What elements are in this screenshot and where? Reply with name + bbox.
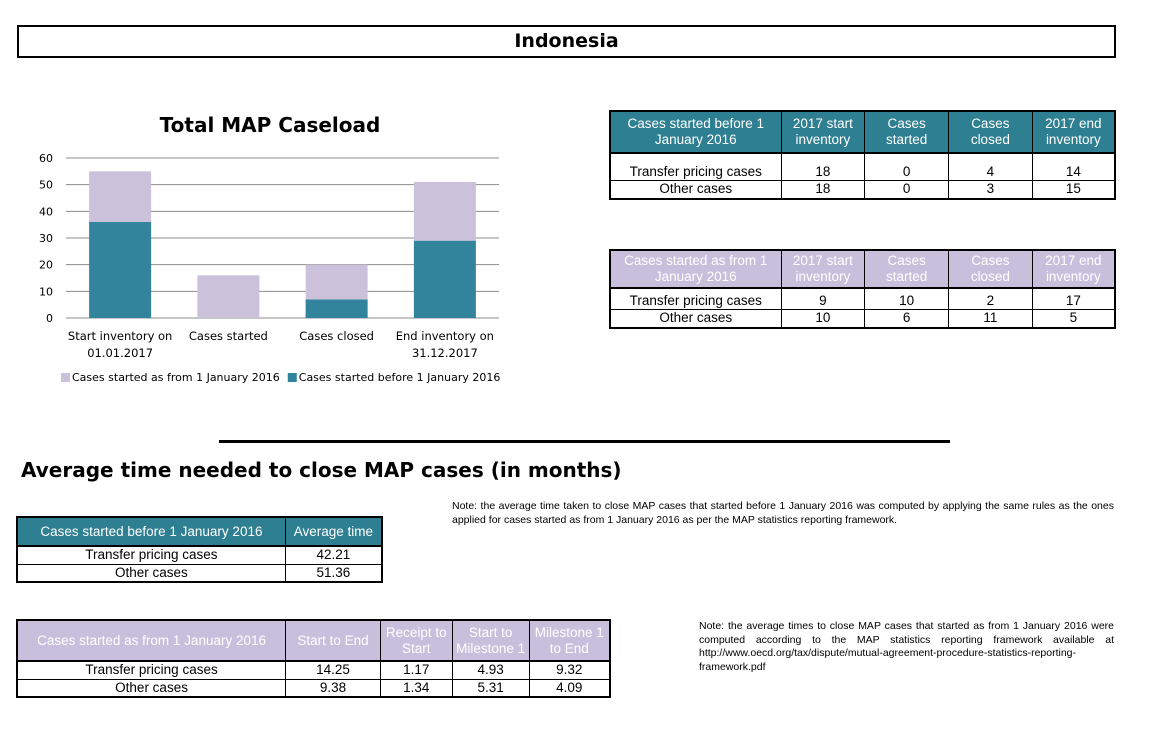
x-tick-label: Cases started (189, 329, 268, 343)
header-average-time: Average time (284, 516, 383, 547)
cell: 14 (1031, 153, 1116, 181)
cell: 4 (948, 153, 1033, 181)
bar (89, 222, 152, 318)
cell: 42.21 (284, 546, 383, 565)
cell: 5.31 (451, 679, 530, 698)
y-tick-label: 40 (39, 205, 53, 218)
table-row: Transfer pricing cases 9 10 2 17 (609, 288, 1116, 310)
header-receipt-to-start: Receipt to Start (379, 619, 453, 662)
cell: 15 (1031, 180, 1116, 199)
cell: 5 (1031, 309, 1116, 328)
table-row: Other cases 18 0 3 15 (609, 180, 1116, 199)
table-row: Other cases 51.36 (16, 564, 383, 583)
legend-swatch (287, 373, 297, 382)
header-category: Cases started as from 1 January 2016 (609, 249, 782, 289)
cell: 1.34 (379, 679, 453, 698)
cell: 10 (864, 288, 949, 310)
table-row: Other cases 10 6 11 5 (609, 309, 1116, 328)
y-tick-label: 60 (39, 152, 53, 165)
header-start-to-end: Start to End (285, 619, 381, 662)
table-after-2016: Cases started as from 1 January 2016 201… (609, 249, 1116, 329)
legend-swatch (61, 373, 70, 382)
cell: 4.93 (451, 661, 530, 680)
x-tick-label: End inventory on 31.12.2017 (396, 329, 494, 360)
header-start-to-milestone: Start to Milestone 1 (451, 619, 530, 662)
cell: 18 (780, 153, 866, 181)
header-cases-started: Cases started (864, 110, 949, 154)
y-tick-label: 50 (39, 179, 53, 192)
caseload-chart: 0 10 20 30 40 50 60 Start inventory on 01.01.201… (39, 152, 501, 384)
table-row: Transfer pricing cases 14.25 1.17 4.93 9… (16, 661, 611, 680)
legend-label: Cases started before 1 January 2016 (299, 371, 501, 384)
header-category: Cases started as from 1 January 2016 (16, 619, 287, 662)
x-tick-label: Start inventory on 01.01.2017 (68, 329, 172, 360)
y-tick-label: 10 (39, 285, 53, 298)
header-cases-started: Cases started (864, 249, 949, 289)
y-tick-label: 30 (39, 232, 53, 245)
header-category: Cases started before 1 January 2016 (609, 110, 782, 154)
y-tick-label: 0 (46, 312, 53, 325)
header-cases-closed: Cases closed (948, 249, 1033, 289)
avg-time-title: Average time needed to close MAP cases (… (21, 458, 622, 482)
cell: 11 (948, 309, 1033, 328)
header-milestone-to-end: Milestone 1 to End (528, 619, 611, 662)
cell: 9.32 (528, 661, 611, 680)
cell: 9 (780, 288, 866, 310)
table-before-2016: Cases started before 1 January 2016 2017… (609, 110, 1116, 200)
cell: 4.09 (528, 679, 611, 698)
bar (89, 171, 152, 222)
bar (413, 240, 476, 318)
bar (305, 299, 368, 318)
cell: 6 (864, 309, 949, 328)
cell: 1.17 (379, 661, 453, 680)
cell: 2 (948, 288, 1033, 310)
table-row: Other cases 9.38 1.34 5.31 4.09 (16, 679, 611, 698)
row-label: Transfer pricing cases (16, 546, 286, 565)
row-label: Other cases (16, 564, 286, 583)
cell: 14.25 (285, 661, 381, 680)
table-row: Transfer pricing cases 42.21 (16, 546, 383, 565)
header-end-inventory: 2017 end inventory (1031, 110, 1116, 154)
section-divider (219, 440, 950, 443)
note-after-2016: Note: the average times to close MAP cas… (699, 620, 1114, 673)
row-label: Other cases (609, 309, 782, 328)
bar (305, 264, 368, 300)
cell: 51.36 (284, 564, 383, 583)
header-category: Cases started before 1 January 2016 (16, 516, 286, 547)
x-tick-label: Cases closed (299, 329, 374, 343)
cell: 18 (780, 180, 866, 199)
header-cases-closed: Cases closed (948, 110, 1033, 154)
header-start-inventory: 2017 start inventory (780, 110, 866, 154)
table-row: Transfer pricing cases 18 0 4 14 (609, 153, 1116, 181)
country-title: Indonesia (17, 25, 1116, 58)
avg-table-after-2016: Cases started as from 1 January 2016 Sta… (16, 619, 611, 698)
y-tick-label: 20 (39, 259, 53, 272)
cell: 0 (864, 180, 949, 199)
cell: 17 (1031, 288, 1116, 310)
cell: 10 (780, 309, 866, 328)
row-label: Transfer pricing cases (609, 153, 782, 181)
row-label: Transfer pricing cases (16, 661, 287, 680)
row-label: Other cases (609, 180, 782, 199)
bar (197, 275, 260, 318)
cell: 0 (864, 153, 949, 181)
chart-title: Total MAP Caseload (159, 113, 381, 137)
note-before-2016: Note: the average time taken to close MA… (452, 500, 1114, 526)
avg-table-before-2016: Cases started before 1 January 2016 Aver… (16, 516, 383, 583)
header-end-inventory: 2017 end inventory (1031, 249, 1116, 289)
cell: 3 (948, 180, 1033, 199)
legend-label: Cases started as from 1 January 2016 (72, 371, 280, 384)
cell: 9.38 (285, 679, 381, 698)
bar (413, 182, 476, 241)
header-start-inventory: 2017 start inventory (780, 249, 866, 289)
row-label: Other cases (16, 679, 287, 698)
row-label: Transfer pricing cases (609, 288, 782, 310)
